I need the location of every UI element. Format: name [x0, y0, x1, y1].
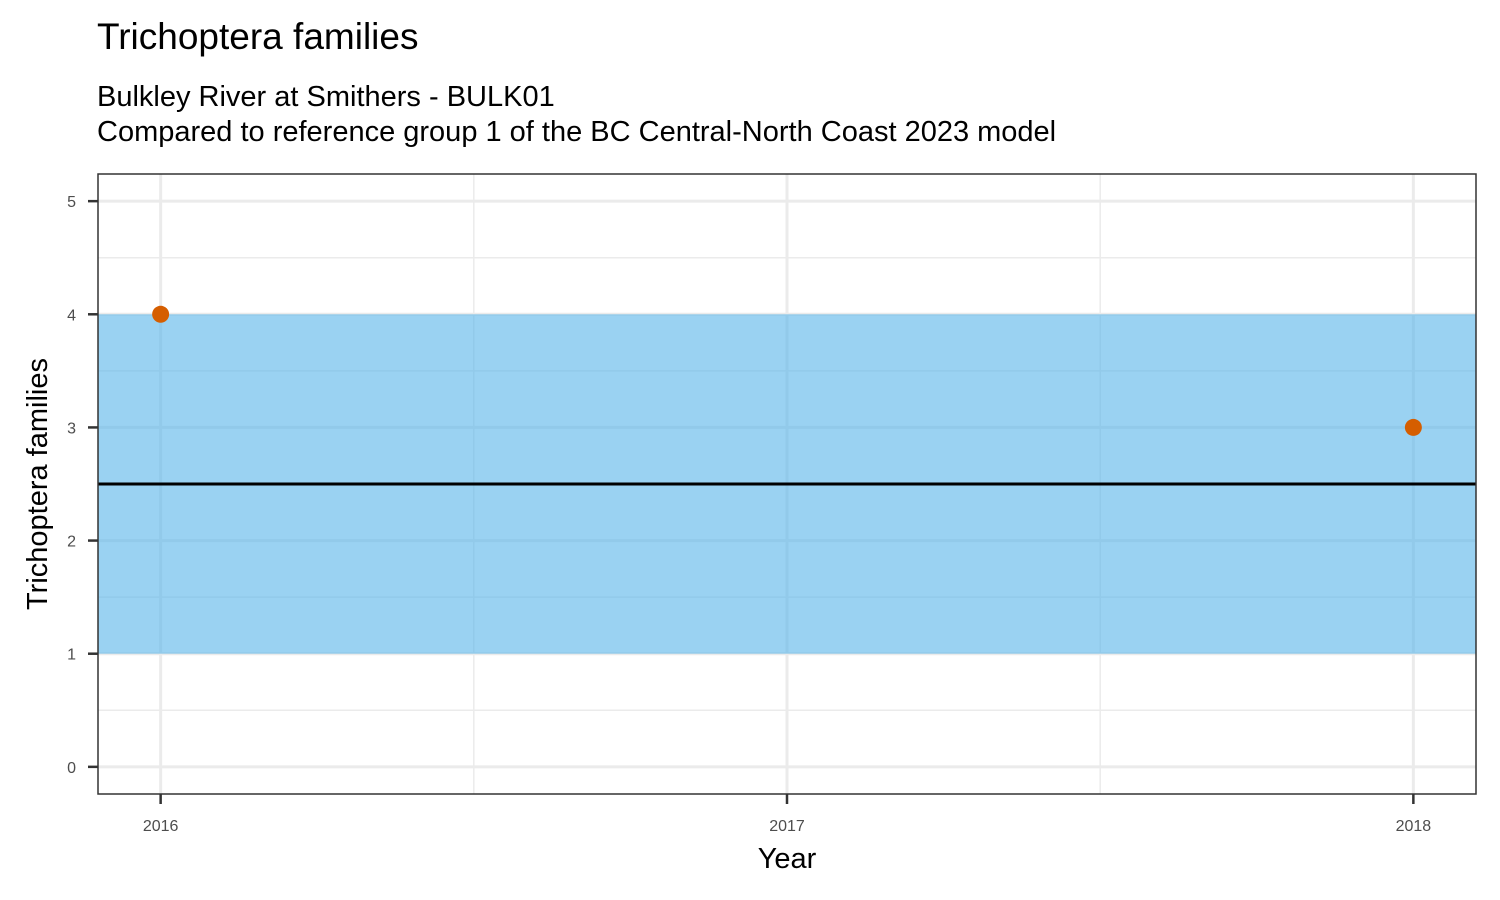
y-tick-label: 3 [67, 420, 76, 437]
y-tick-label: 1 [67, 647, 76, 664]
data-point [152, 305, 170, 323]
chart-subtitle: Bulkley River at Smithers - BULK01 Compa… [97, 80, 1056, 150]
x-tick-label: 2017 [769, 818, 805, 835]
data-point [1404, 418, 1422, 436]
x-axis-label: Year [758, 843, 817, 875]
x-tick-label: 2016 [143, 818, 179, 835]
chart-title: Trichoptera families [97, 16, 419, 57]
data-points [152, 305, 1422, 436]
subtitle-line-2: Compared to reference group 1 of the BC … [97, 116, 1057, 148]
y-tick-label: 0 [67, 760, 76, 777]
y-axis-label: Trichoptera families [22, 358, 54, 610]
subtitle-line-1: Bulkley River at Smithers - BULK01 [97, 81, 555, 113]
axes: 0 1 2 3 4 5 2016 2017 2018 [67, 194, 1431, 835]
y-tick-label: 2 [67, 534, 76, 551]
y-tick-label: 5 [67, 194, 76, 211]
y-tick-label: 4 [67, 307, 76, 324]
x-tick-label: 2018 [1396, 818, 1432, 835]
